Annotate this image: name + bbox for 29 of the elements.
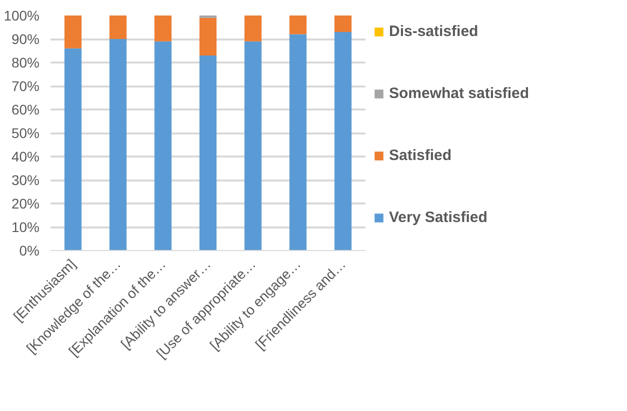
bar bbox=[289, 16, 307, 34]
bar bbox=[334, 32, 352, 250]
y-tick-label: 90% bbox=[11, 31, 40, 47]
y-tick-label: 70% bbox=[11, 78, 40, 94]
y-tick-label: 40% bbox=[11, 148, 40, 164]
bar bbox=[154, 41, 172, 250]
bar bbox=[109, 39, 127, 250]
y-tick-label: 0% bbox=[19, 242, 40, 258]
bar bbox=[109, 16, 127, 39]
y-tick-label: 30% bbox=[11, 172, 40, 188]
y-tick-label: 20% bbox=[11, 196, 40, 212]
y-tick-label: 50% bbox=[11, 125, 40, 141]
y-tick-label: 100% bbox=[4, 8, 40, 24]
bar bbox=[289, 34, 307, 250]
legend-label: Dis-satisfied bbox=[389, 23, 478, 40]
legend-label: Satisfied bbox=[389, 147, 452, 164]
bar bbox=[64, 16, 82, 48]
bar bbox=[334, 16, 352, 32]
legend-label: Very Satisfied bbox=[389, 209, 488, 226]
bar bbox=[244, 41, 262, 250]
y-tick-label: 10% bbox=[11, 219, 40, 235]
bar bbox=[154, 16, 172, 42]
y-tick-label: 80% bbox=[11, 54, 40, 70]
bar bbox=[244, 16, 262, 42]
bar bbox=[199, 55, 217, 250]
bar bbox=[199, 18, 217, 56]
y-tick-label: 60% bbox=[11, 102, 40, 118]
bar bbox=[64, 48, 82, 250]
legend-label: Somewhat satisfied bbox=[389, 85, 530, 102]
